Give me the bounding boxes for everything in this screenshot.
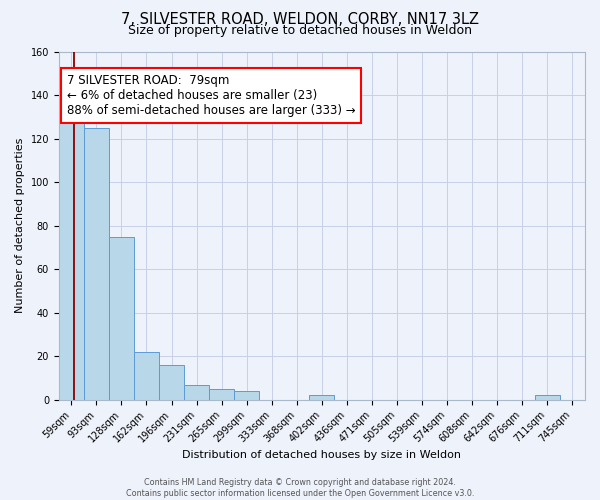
Bar bbox=[535, 396, 560, 400]
Text: Size of property relative to detached houses in Weldon: Size of property relative to detached ho… bbox=[128, 24, 472, 37]
X-axis label: Distribution of detached houses by size in Weldon: Distribution of detached houses by size … bbox=[182, 450, 461, 460]
Bar bbox=[84, 128, 109, 400]
Bar bbox=[209, 389, 234, 400]
Bar bbox=[310, 396, 334, 400]
Bar bbox=[109, 236, 134, 400]
Bar bbox=[184, 384, 209, 400]
Bar bbox=[59, 112, 84, 400]
Text: 7 SILVESTER ROAD:  79sqm
← 6% of detached houses are smaller (23)
88% of semi-de: 7 SILVESTER ROAD: 79sqm ← 6% of detached… bbox=[67, 74, 355, 117]
Text: Contains HM Land Registry data © Crown copyright and database right 2024.
Contai: Contains HM Land Registry data © Crown c… bbox=[126, 478, 474, 498]
Bar bbox=[159, 365, 184, 400]
Bar bbox=[234, 391, 259, 400]
Bar bbox=[134, 352, 159, 400]
Y-axis label: Number of detached properties: Number of detached properties bbox=[15, 138, 25, 314]
Text: 7, SILVESTER ROAD, WELDON, CORBY, NN17 3LZ: 7, SILVESTER ROAD, WELDON, CORBY, NN17 3… bbox=[121, 12, 479, 28]
